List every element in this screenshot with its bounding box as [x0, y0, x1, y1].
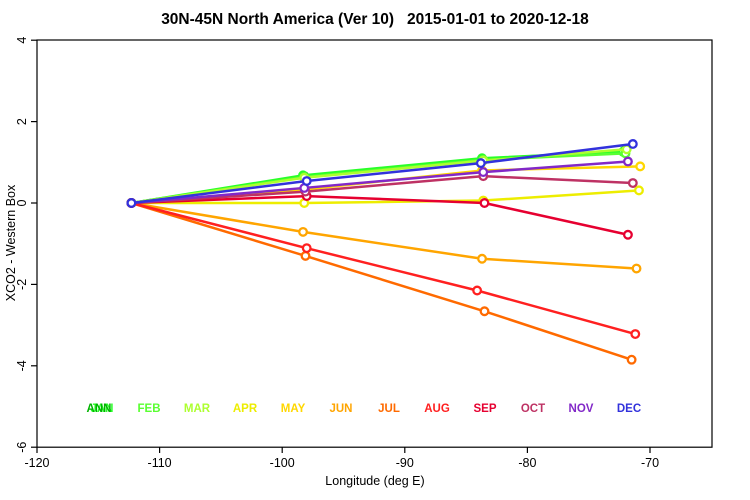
- legend-item-AUG: AUG: [424, 403, 450, 415]
- legend-item-JUL: JUL: [378, 403, 400, 415]
- x-tick-label: -70: [641, 456, 659, 470]
- data-point-AUG: [301, 243, 312, 254]
- data-point-NOV: [478, 167, 489, 178]
- y-tick-label: -2: [15, 279, 29, 290]
- data-point-SEP: [622, 229, 633, 240]
- series-line-APR: [130, 189, 641, 205]
- data-point-JUL: [300, 250, 311, 261]
- x-tick-label: -110: [148, 456, 172, 470]
- data-point-AUG: [472, 285, 483, 296]
- legend-item-OCT: OCT: [521, 403, 545, 415]
- legend-item-JUN: JUN: [329, 403, 352, 415]
- series-group: [126, 139, 646, 365]
- plot-box-group: [36, 39, 713, 448]
- series-DEC: [126, 139, 638, 208]
- y-axis-group: 4 2 0 -2 -4 -6: [15, 37, 37, 453]
- y-tick-label: 2: [15, 118, 29, 125]
- legend-item-JAN: JAN: [90, 403, 113, 415]
- data-point-JUN: [298, 226, 308, 237]
- data-point-SEP: [479, 198, 490, 208]
- legend-item-DEC: DEC: [617, 403, 641, 415]
- series-line-AUG: [130, 201, 637, 336]
- series-JUN: [126, 198, 642, 274]
- data-point-NOV: [622, 156, 633, 167]
- series-line-JUL: [130, 201, 633, 361]
- x-axis-title: Longitude (deg E): [325, 474, 424, 488]
- y-tick-label: -6: [15, 442, 29, 453]
- series-JUL: [126, 198, 637, 365]
- data-point-MAY: [635, 161, 646, 172]
- legend-item-ANN: ANN: [87, 403, 112, 415]
- x-axis-group: -120 -110 -100 -90 -80 -70: [24, 447, 659, 470]
- series-line-DEC: [130, 142, 635, 205]
- legend-item-NOV: NOV: [569, 403, 594, 415]
- data-point-JUN: [477, 253, 487, 264]
- x-tick-label: -90: [396, 456, 414, 470]
- data-point-APR: [634, 185, 644, 196]
- y-tick-label: 4: [15, 37, 29, 44]
- plot-box: [36, 39, 713, 448]
- data-point-AUG: [630, 329, 641, 340]
- series-line-JUN: [130, 201, 638, 270]
- data-point-DEC: [627, 139, 638, 149]
- data-point-JUL: [626, 354, 637, 365]
- y-axis-title: XCO2 - Western Box: [4, 184, 18, 301]
- legend-item-APR: APR: [233, 403, 258, 415]
- data-point-JUL: [479, 306, 490, 317]
- chart-title: 30N-45N North America (Ver 10) 2015-01-0…: [161, 11, 589, 28]
- x-tick-label: -80: [518, 456, 536, 470]
- legend-item-SEP: SEP: [473, 403, 496, 415]
- series-line-NOV: [130, 160, 630, 205]
- series-line-OCT: [130, 174, 635, 205]
- data-point-DEC: [126, 198, 137, 208]
- legend-item-FEB: FEB: [138, 403, 161, 415]
- legend-item-MAR: MAR: [184, 403, 211, 415]
- legend-item-MAY: MAY: [281, 403, 306, 415]
- data-point-OCT: [627, 178, 638, 189]
- data-point-DEC: [301, 176, 312, 186]
- series-line-SEP: [130, 194, 630, 236]
- x-tick-label: -120: [24, 456, 49, 470]
- y-tick-label: 0: [15, 199, 29, 206]
- y-tick-label: -4: [15, 360, 29, 371]
- data-point-JUN: [631, 263, 642, 274]
- x-tick-label: -100: [270, 456, 295, 470]
- data-point-DEC: [475, 158, 486, 169]
